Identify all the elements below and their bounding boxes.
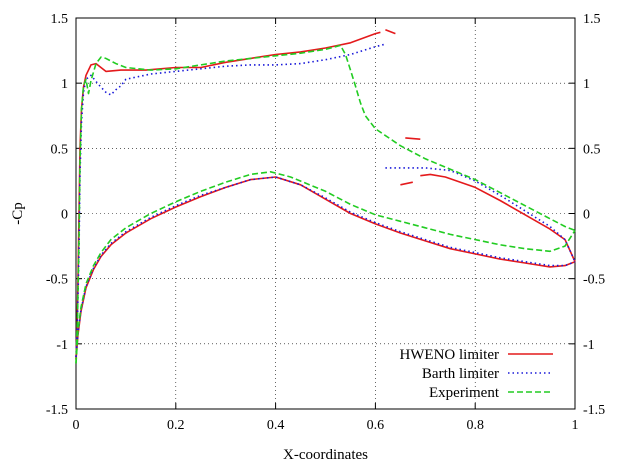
grid-lines [76, 18, 575, 409]
y-tick-label-right: 0.5 [583, 142, 601, 157]
series-line [75, 43, 386, 357]
legend-label: Barth limiter [422, 366, 499, 382]
y-tick-label-right: 1.5 [583, 12, 601, 27]
y-tick-label-left: 0 [61, 208, 68, 223]
y-tick-label-left: -0.5 [46, 273, 68, 288]
y-tick-label-left: -1.5 [46, 403, 68, 418]
y-tick-label-right: -1 [583, 338, 595, 353]
series-line [75, 44, 576, 364]
y-tick-label-right: -0.5 [583, 273, 605, 288]
y-tick-label-right: 1 [583, 77, 590, 92]
y-tick-label-left: 1.5 [51, 12, 69, 27]
y-tick-label-left: -1 [56, 338, 68, 353]
series-line [420, 173, 576, 263]
series-hweno-limiter [75, 28, 576, 360]
x-tick-label: 0.2 [167, 418, 185, 433]
axis-ticks: 0 0.2 0.4 0.6 0.8 1 -1.5 -1.5 -1 -1 -0.5 -0.5 0 0 0.5 0… [46, 12, 605, 433]
series-line [385, 167, 576, 263]
y-tick-label-left: 0.5 [51, 142, 69, 157]
x-tick-label: 0.6 [367, 418, 385, 433]
y-axis-title: -Cp [10, 202, 26, 225]
y-tick-label-left: 1 [61, 77, 68, 92]
series-line [385, 28, 396, 35]
y-tick-label-right: -1.5 [583, 403, 605, 418]
series-line [75, 171, 576, 364]
series-experiment [75, 44, 576, 364]
series-line [75, 31, 381, 360]
y-tick-label-right: 0 [583, 208, 590, 223]
legend-label: Experiment [429, 385, 500, 401]
x-tick-label: 0.8 [466, 418, 484, 433]
x-tick-label: 0 [73, 418, 80, 433]
x-tick-label: 0.4 [267, 418, 285, 433]
series-barth-limiter [75, 43, 576, 357]
series-line [400, 181, 413, 186]
x-tick-label: 1 [572, 418, 579, 433]
legend-label: HWENO limiter [399, 347, 499, 363]
series-line [405, 137, 421, 140]
series-lines [75, 28, 576, 364]
legend: HWENO limiter Barth limiter Experiment [399, 347, 553, 401]
series-line [75, 176, 576, 357]
series-line [75, 176, 576, 360]
x-axis-title: X-coordinates [283, 447, 368, 463]
